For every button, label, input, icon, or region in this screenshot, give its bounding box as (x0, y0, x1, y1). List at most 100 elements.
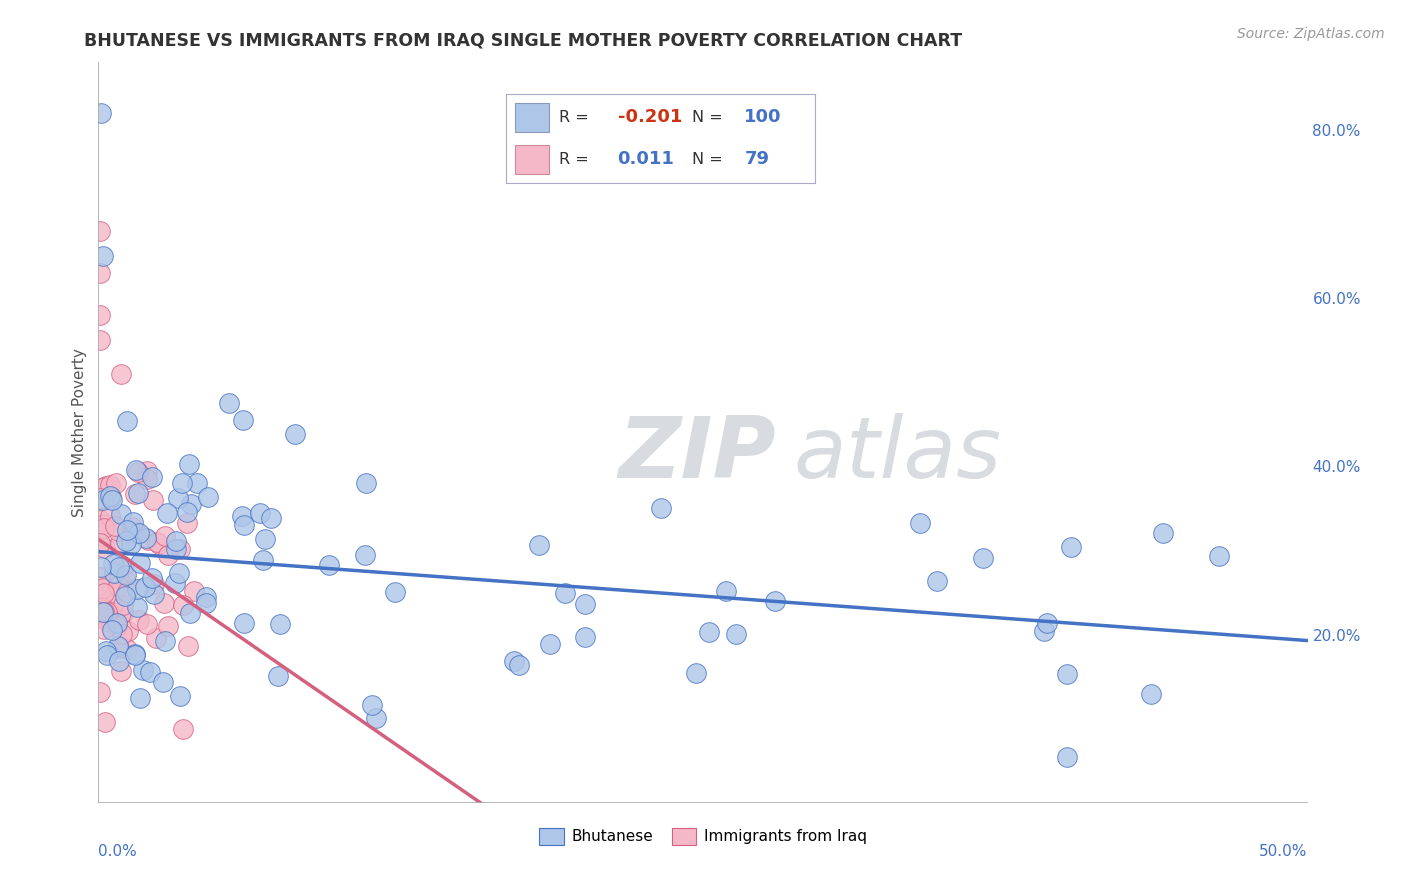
Point (554, 586, 576, 600)
Point (101, 492, 124, 507)
Point (179, 607, 201, 621)
FancyBboxPatch shape (516, 103, 550, 132)
Point (167, 566, 190, 581)
Point (141, 571, 163, 585)
Point (120, 526, 142, 541)
Point (105, 619, 128, 633)
Point (232, 412, 254, 426)
Text: 50.0%: 50.0% (1260, 844, 1308, 858)
Point (135, 531, 157, 545)
Text: 79: 79 (744, 150, 769, 169)
Point (699, 624, 721, 639)
Point (124, 648, 146, 662)
Text: 0.0%: 0.0% (98, 844, 138, 858)
Point (1140, 687, 1163, 701)
Point (103, 566, 125, 580)
Point (93, 622, 115, 636)
Point (96, 615, 118, 629)
Point (1056, 666, 1078, 681)
Point (231, 509, 253, 524)
Point (129, 691, 152, 706)
Point (167, 491, 190, 506)
Point (112, 606, 135, 620)
Point (114, 589, 136, 603)
Point (143, 577, 166, 591)
Point (103, 596, 125, 610)
Point (101, 623, 124, 637)
Point (127, 466, 149, 480)
Point (142, 492, 165, 507)
Point (115, 584, 138, 599)
Text: atlas: atlas (793, 413, 1001, 496)
Point (96, 605, 118, 619)
Text: Source: ZipAtlas.com: Source: ZipAtlas.com (1237, 27, 1385, 41)
Point (117, 624, 139, 639)
Point (124, 463, 146, 477)
Point (129, 556, 152, 570)
Point (165, 542, 187, 557)
Point (502, 654, 524, 668)
Point (105, 615, 128, 630)
Point (1060, 540, 1083, 554)
Point (124, 647, 146, 661)
Point (218, 396, 240, 410)
Point (1208, 549, 1230, 563)
Text: BHUTANESE VS IMMIGRANTS FROM IRAQ SINGLE MOTHER POVERTY CORRELATION CHART: BHUTANESE VS IMMIGRANTS FROM IRAQ SINGLE… (84, 31, 963, 49)
Point (122, 515, 145, 529)
Point (112, 558, 135, 573)
Point (89, 685, 111, 699)
Point (108, 640, 131, 655)
Point (364, 710, 387, 724)
Text: 100: 100 (744, 108, 782, 127)
Point (89, 570, 111, 584)
Point (538, 637, 561, 651)
Point (146, 535, 169, 549)
FancyBboxPatch shape (516, 145, 550, 174)
Point (1056, 749, 1078, 764)
Point (135, 464, 157, 478)
Point (127, 582, 149, 597)
Point (110, 367, 132, 381)
Point (117, 641, 139, 656)
Point (115, 523, 138, 537)
Point (110, 508, 132, 522)
Point (89, 224, 111, 238)
Legend: Bhutanese, Immigrants from Iraq: Bhutanese, Immigrants from Iraq (533, 822, 873, 851)
Point (910, 516, 932, 531)
Point (93, 516, 115, 531)
Point (104, 519, 127, 533)
Point (100, 490, 122, 504)
Point (89, 491, 111, 505)
Point (91, 581, 114, 595)
Point (94, 541, 117, 556)
Point (117, 414, 139, 428)
Point (153, 529, 176, 543)
Point (110, 664, 132, 678)
Text: R =: R = (558, 110, 589, 125)
Point (108, 573, 131, 587)
Point (114, 574, 136, 588)
Point (136, 533, 159, 547)
Point (172, 722, 194, 736)
Point (100, 616, 122, 631)
Point (685, 666, 707, 681)
Point (90, 106, 112, 120)
Point (103, 589, 125, 603)
Point (527, 538, 550, 552)
Point (108, 654, 131, 668)
Point (101, 558, 124, 572)
Point (91, 249, 114, 263)
Point (1036, 616, 1059, 631)
Point (384, 584, 406, 599)
Point (650, 500, 672, 515)
Point (127, 486, 149, 500)
Point (120, 537, 142, 551)
Point (142, 587, 165, 601)
Point (93, 714, 115, 729)
Point (233, 615, 256, 630)
Point (103, 586, 125, 600)
Point (97, 611, 120, 625)
Point (93, 605, 115, 619)
Point (183, 584, 205, 599)
Point (136, 617, 159, 632)
